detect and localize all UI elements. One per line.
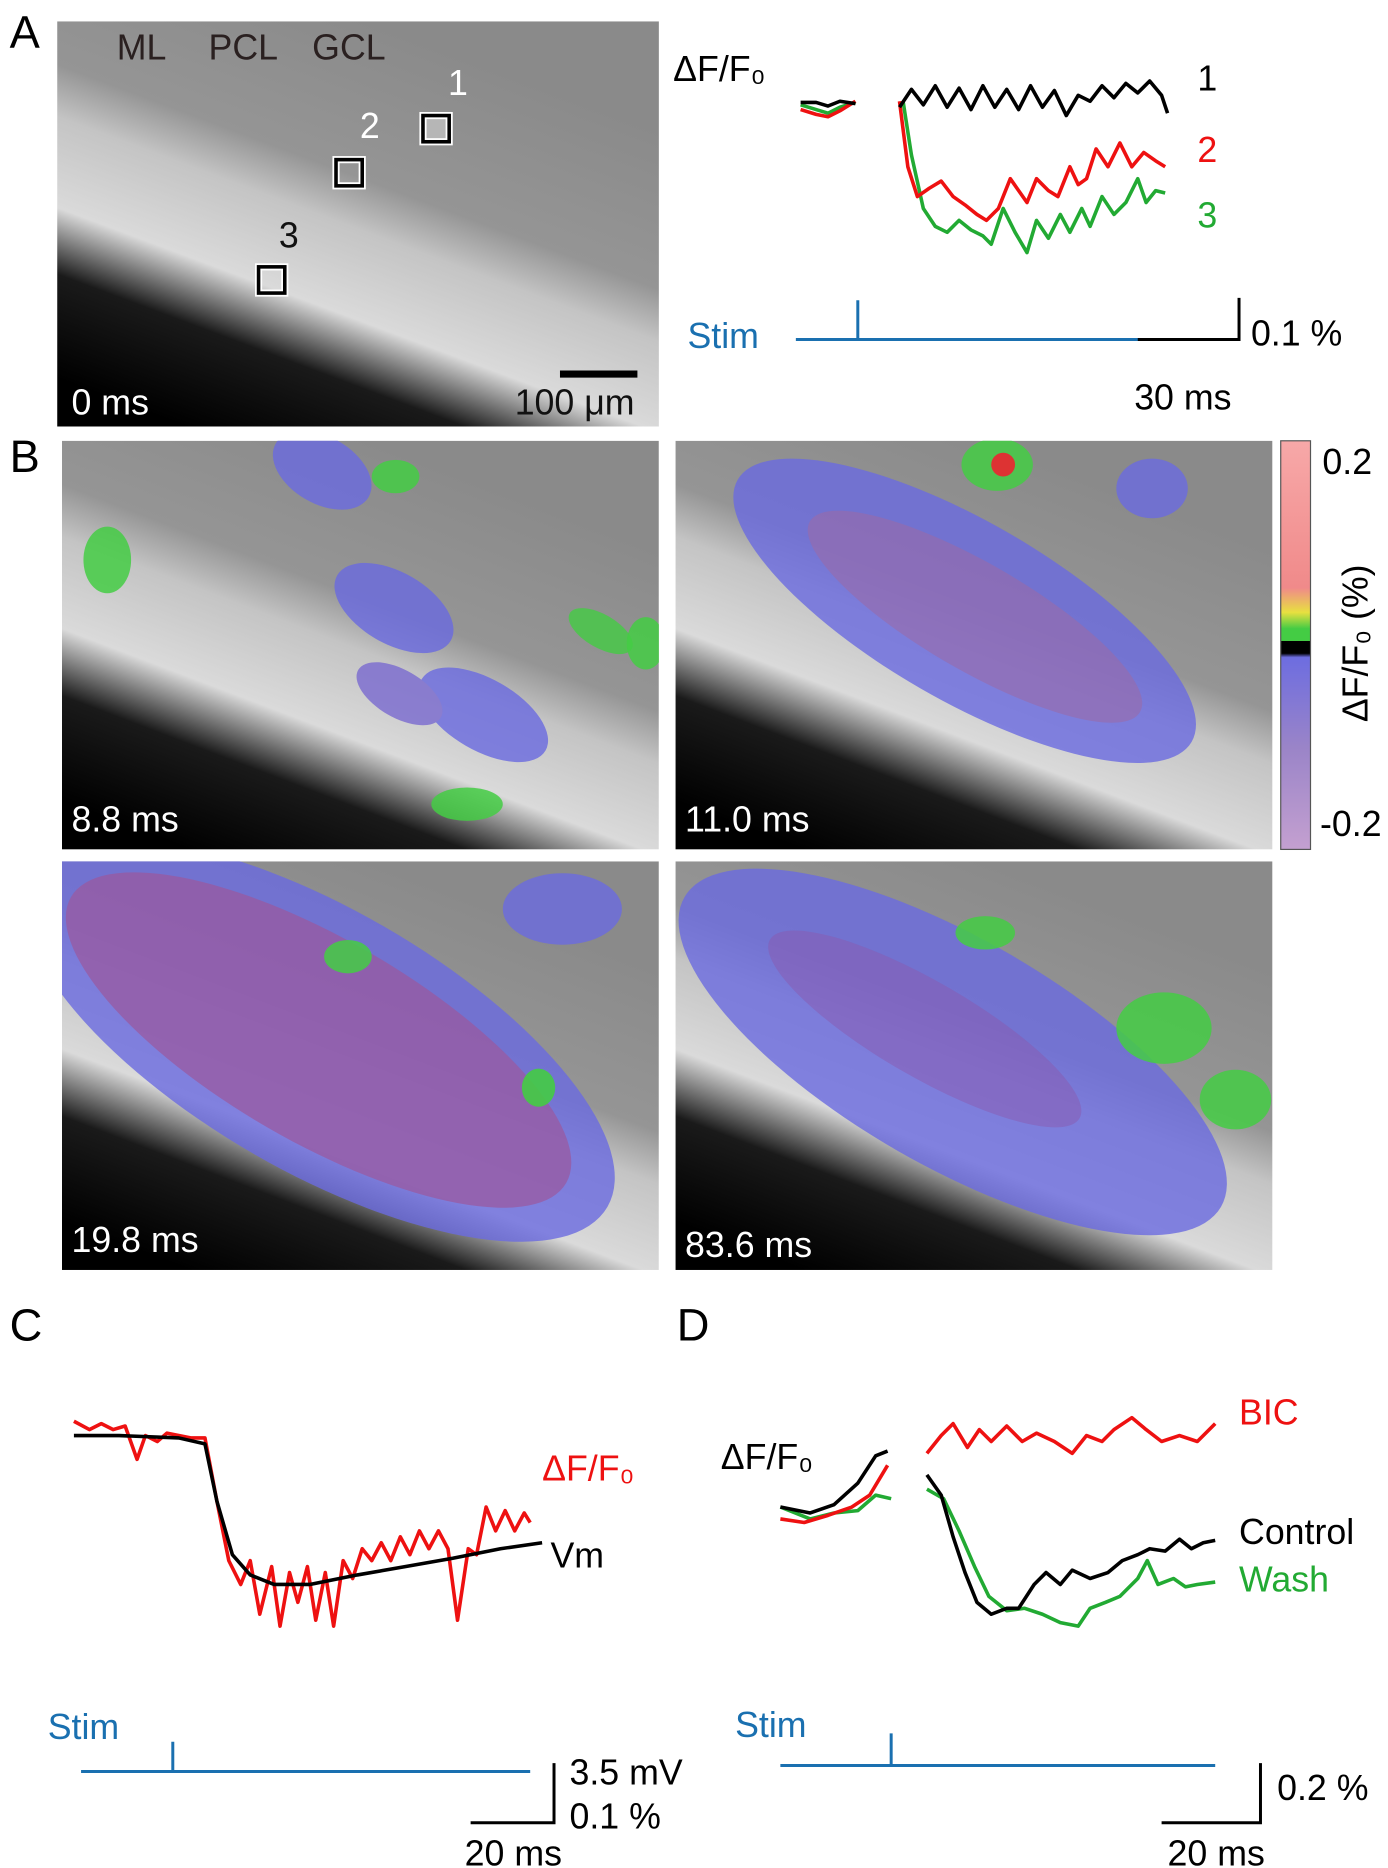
- trace: [927, 1489, 1215, 1626]
- layer-label: PCL: [209, 27, 278, 67]
- panel-label: C: [10, 1299, 43, 1350]
- trace: [900, 81, 1168, 116]
- figure: A ML PCL GCL 1 2 3 0 ms 100 μm ΔF/F₀ 1 2…: [0, 0, 1388, 1868]
- scale-label: 0.1 %: [1251, 313, 1342, 353]
- trace-name: Wash: [1239, 1560, 1329, 1600]
- time-label: 8.8 ms: [72, 799, 179, 839]
- overlay: [955, 916, 1015, 949]
- panel-label: D: [677, 1299, 710, 1350]
- layer-label: GCL: [312, 27, 385, 67]
- stim-trace: [796, 300, 1168, 339]
- overlay: [372, 460, 420, 493]
- panel-label: B: [10, 431, 40, 482]
- trace-label: ΔF/F₀: [721, 1437, 813, 1477]
- colorbar-label: 0.2: [1322, 442, 1372, 482]
- trace-name: ΔF/F₀: [542, 1449, 634, 1489]
- layer-label: ML: [117, 27, 167, 67]
- panel-label: A: [10, 7, 41, 58]
- trace-name: 3: [1197, 195, 1217, 235]
- overlay: [627, 617, 665, 669]
- stim-label: Stim: [48, 1707, 119, 1747]
- stim-trace: [780, 1733, 1215, 1765]
- roi-label: 2: [360, 106, 380, 146]
- time-label: 19.8 ms: [72, 1220, 199, 1260]
- trace-name: Control: [1239, 1512, 1354, 1552]
- trace: [903, 101, 1165, 252]
- trace: [780, 1495, 891, 1519]
- overlay: [83, 527, 131, 594]
- scale-label: 3.5 mV: [570, 1753, 683, 1793]
- scale-label: 30 ms: [1134, 378, 1231, 418]
- scale-bar: [1162, 1763, 1261, 1823]
- overlay: [423, 116, 449, 142]
- image: [57, 21, 659, 426]
- stim-label: Stim: [687, 316, 758, 356]
- colorbar-title: ΔF/F₀ (%): [1336, 564, 1376, 722]
- scale-bar: [1138, 298, 1239, 340]
- scale-label: 20 ms: [1168, 1834, 1265, 1868]
- frame: [62, 415, 665, 850]
- roi-label: 1: [448, 63, 468, 103]
- trace: [74, 1436, 542, 1585]
- scale-label: 0.1 %: [570, 1797, 661, 1837]
- scale-label: 0.2 %: [1277, 1768, 1368, 1808]
- time-label: 83.6 ms: [685, 1225, 812, 1265]
- overlay: [522, 1069, 555, 1107]
- scale-label: 100 μm: [515, 382, 635, 422]
- trace-label: ΔF/F₀: [673, 49, 765, 89]
- time-label: 0 ms: [72, 382, 149, 422]
- overlay: [324, 940, 372, 973]
- overlay: [503, 873, 622, 944]
- overlay: [991, 453, 1015, 477]
- roi-label: 3: [279, 216, 299, 256]
- overlay: [1116, 459, 1187, 519]
- trace-name: 1: [1197, 58, 1217, 98]
- trace: [927, 1418, 1215, 1454]
- overlay: [1200, 1070, 1271, 1130]
- colorbar: [1281, 441, 1311, 850]
- overlay: [431, 787, 502, 820]
- stim-label: Stim: [735, 1705, 806, 1745]
- scale-label: 20 ms: [465, 1834, 562, 1868]
- time-label: 11.0 ms: [685, 799, 809, 839]
- trace-name: BIC: [1239, 1393, 1299, 1433]
- trace-name: Vm: [550, 1536, 604, 1576]
- trace-name: 2: [1197, 130, 1217, 170]
- trace: [74, 1421, 530, 1626]
- frame: [676, 402, 1273, 849]
- overlay: [1116, 992, 1211, 1063]
- colorbar-label: -0.2: [1320, 804, 1382, 844]
- stim-trace: [81, 1742, 530, 1772]
- trace: [927, 1475, 1215, 1614]
